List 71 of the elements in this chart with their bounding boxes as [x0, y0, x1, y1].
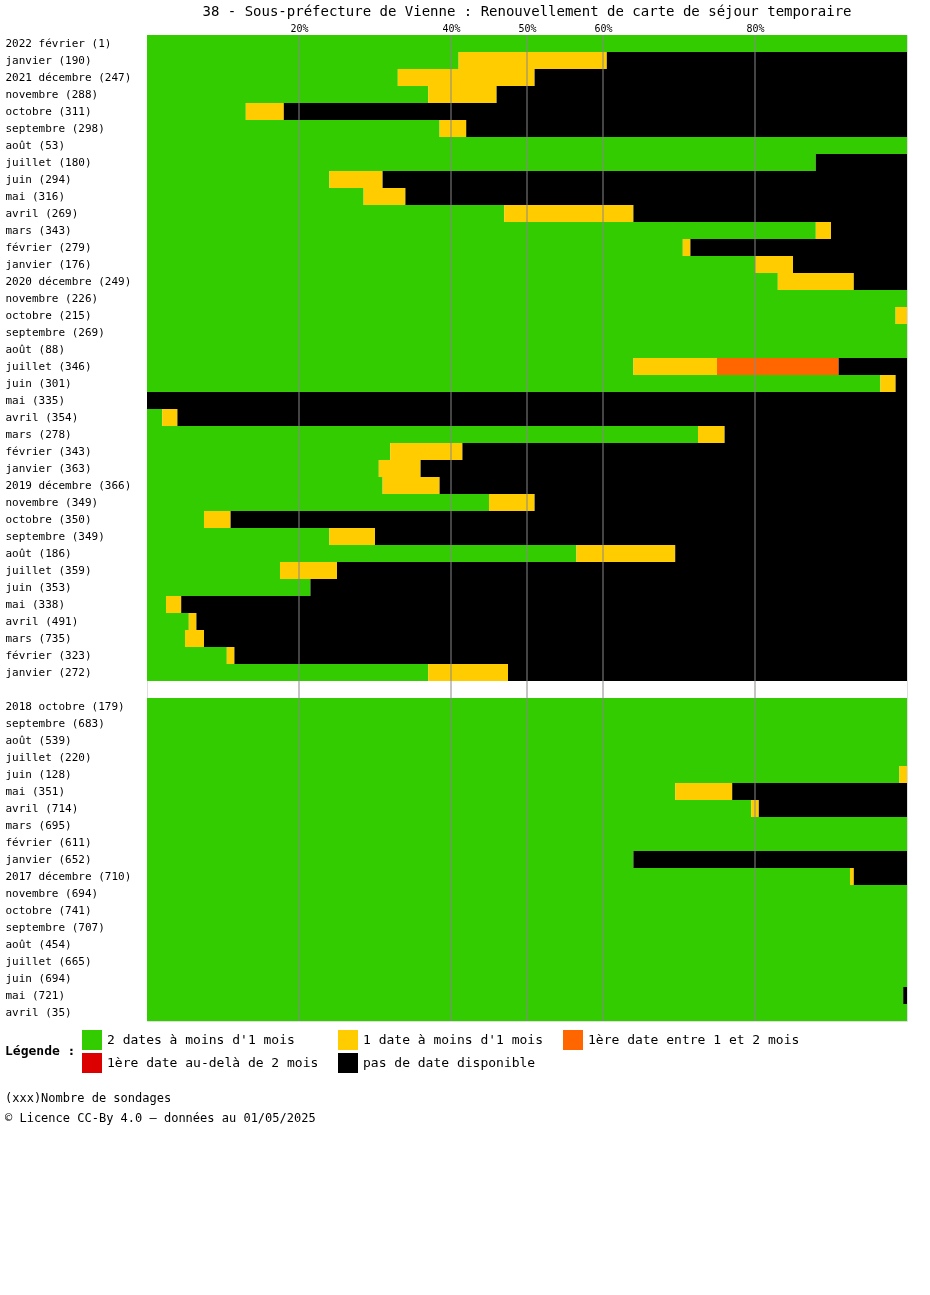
y-tick-label: novembre (226) — [5, 291, 99, 305]
y-tick-label: avril (269) — [5, 206, 79, 220]
legend-label: pas de date disponible — [363, 1055, 536, 1070]
x-tick-label: 40% — [442, 22, 461, 34]
y-tick-label: août (539) — [5, 733, 72, 747]
y-tick-label: mars (695) — [5, 818, 72, 832]
y-tick-label: janvier (176) — [5, 257, 92, 271]
y-tick-label: juin (694) — [5, 971, 72, 985]
y-tick-label: juillet (220) — [5, 750, 92, 764]
y-tick-label: novembre (694) — [5, 886, 99, 900]
y-tick-label: août (186) — [5, 546, 72, 560]
y-tick-label: octobre (350) — [5, 512, 92, 526]
y-tick-label: février (611) — [5, 835, 92, 849]
y-tick-label: octobre (215) — [5, 308, 92, 322]
legend-title: Légende : — [5, 1043, 76, 1058]
y-tick-label: janvier (363) — [5, 461, 92, 475]
y-tick-label: septembre (269) — [5, 325, 105, 339]
y-tick-label: avril (491) — [5, 614, 79, 628]
y-tick-label: juillet (180) — [5, 155, 92, 169]
y-tick-label: février (343) — [5, 444, 92, 458]
y-tick-label: janvier (272) — [5, 665, 92, 679]
y-tick-label: mai (351) — [5, 784, 66, 798]
y-tick-label: mai (335) — [5, 393, 66, 407]
y-tick-label: novembre (288) — [5, 87, 99, 101]
chart-title: 38 - Sous-préfecture de Vienne : Renouvellement de carte de séjour temporaire — [202, 3, 852, 19]
y-tick-label: septembre (349) — [5, 529, 105, 543]
x-tick-label: 50% — [518, 22, 537, 34]
y-tick-label: mai (338) — [5, 597, 66, 611]
y-tick-label: 2017 décembre (710) — [5, 869, 132, 883]
x-tick-label: 60% — [594, 22, 613, 34]
legend-label: 1ère date entre 1 et 2 mois — [588, 1032, 800, 1047]
y-tick-label: mars (343) — [5, 223, 72, 237]
y-tick-label: mai (316) — [5, 189, 66, 203]
y-tick-label: octobre (741) — [5, 903, 92, 917]
y-tick-label: juillet (665) — [5, 954, 92, 968]
y-tick-label: mars (278) — [5, 427, 72, 441]
y-tick-label: janvier (652) — [5, 852, 92, 866]
y-tick-label: juillet (346) — [5, 359, 92, 373]
y-tick-label: février (323) — [5, 648, 92, 662]
y-tick-label: novembre (349) — [5, 495, 99, 509]
y-tick-label: juin (294) — [5, 172, 72, 186]
y-tick-label: 2018 octobre (179) — [5, 699, 125, 713]
y-tick-label: 2020 décembre (249) — [5, 274, 132, 288]
y-tick-label: janvier (190) — [5, 53, 92, 67]
x-tick-label: 20% — [290, 22, 309, 34]
y-tick-label: septembre (683) — [5, 716, 105, 730]
y-tick-label: 2021 décembre (247) — [5, 70, 132, 84]
legend-label: 1ère date au-delà de 2 mois — [107, 1055, 319, 1070]
y-tick-label: avril (354) — [5, 410, 79, 424]
y-tick-label: août (454) — [5, 937, 72, 951]
y-tick-label: mars (735) — [5, 631, 72, 645]
y-tick-label: septembre (298) — [5, 121, 105, 135]
y-tick-label: juillet (359) — [5, 563, 92, 577]
y-tick-label: 2022 février (1) — [5, 36, 112, 50]
y-tick-label: juin (128) — [5, 767, 72, 781]
legend-label: 1 date à moins d'1 mois — [363, 1032, 544, 1047]
text: © Licence CC-By 4.0 — données au 01/05/2025 — [5, 1111, 316, 1125]
y-tick-label: septembre (707) — [5, 920, 105, 934]
y-tick-label: juin (353) — [5, 580, 72, 594]
legend-label: 2 dates à moins d'1 mois — [107, 1032, 295, 1047]
y-tick-label: août (53) — [5, 138, 66, 152]
y-tick-label: avril (35) — [5, 1005, 72, 1019]
text: (xxx)Nombre de sondages — [5, 1091, 172, 1105]
y-tick-label: mai (721) — [5, 988, 66, 1002]
y-tick-label: octobre (311) — [5, 104, 92, 118]
y-tick-label: juin (301) — [5, 376, 72, 390]
y-tick-label: 2019 décembre (366) — [5, 478, 132, 492]
y-tick-label: avril (714) — [5, 801, 79, 815]
y-tick-label: février (279) — [5, 240, 92, 254]
x-tick-label: 80% — [746, 22, 765, 34]
y-tick-label: août (88) — [5, 342, 66, 356]
